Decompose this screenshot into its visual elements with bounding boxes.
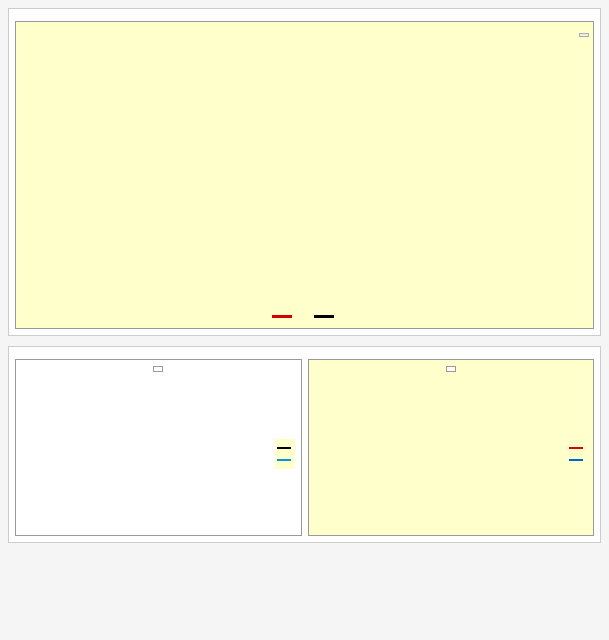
top-legend [20,309,589,324]
bottom-row [15,359,594,536]
top-chart-area [20,44,589,309]
left-legend-country [569,455,585,465]
top-chart-wrap [15,21,594,329]
left-legend-isf [569,443,585,453]
chart-toolbar[interactable] [579,33,589,37]
bottom-left-wrap [308,359,595,536]
right-mini-title [153,366,163,372]
legend-swatch-red [272,315,292,318]
legend-item-death [314,311,337,322]
top-panel [8,8,601,336]
left-legend [567,439,587,469]
right-legend-country [277,455,293,465]
right-legend-isf [277,443,293,453]
bottom-right-area [20,376,297,531]
right-legend [275,439,295,469]
bottom-panel [8,346,601,543]
left-mini-title [446,366,456,372]
bottom-left-area [313,376,590,531]
legend-item-hosp [272,311,298,322]
bottom-left-svg [339,376,589,526]
legend-swatch-black [314,315,334,318]
top-chart-svg [29,44,589,304]
bottom-right-svg [47,376,297,526]
bottom-right-wrap [15,359,302,536]
